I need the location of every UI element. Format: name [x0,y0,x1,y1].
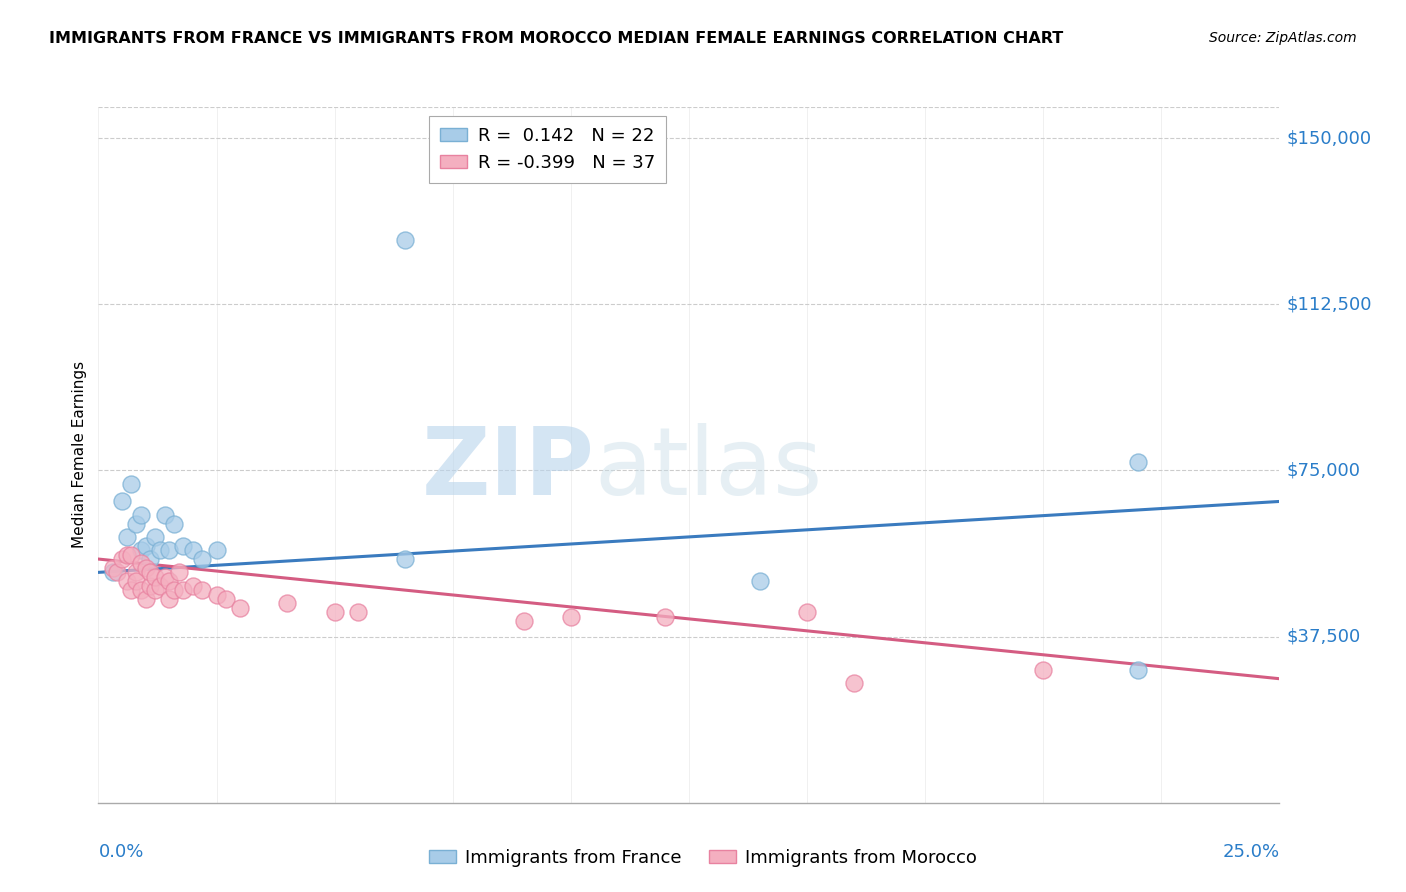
Y-axis label: Median Female Earnings: Median Female Earnings [72,361,87,549]
Point [153,570,176,584]
Point [191,552,214,566]
Point [153,508,176,522]
Point [796,605,818,619]
Text: 0.0%: 0.0% [98,843,143,861]
Point [115,548,138,562]
Point [1126,663,1149,677]
Text: IMMIGRANTS FROM FRANCE VS IMMIGRANTS FROM MOROCCO MEDIAN FEMALE EARNINGS CORRELA: IMMIGRANTS FROM FRANCE VS IMMIGRANTS FRO… [49,31,1063,46]
Point [121,548,143,562]
Point [139,566,162,580]
Point [121,476,143,491]
Point [654,609,676,624]
Point [181,579,204,593]
Point [157,591,180,606]
Point [394,233,416,247]
Point [205,587,228,601]
Point [276,596,298,610]
Point [135,591,157,606]
Point [172,539,194,553]
Point [115,530,138,544]
Point [125,566,148,580]
Text: 25.0%: 25.0% [1222,843,1279,861]
Point [143,530,166,544]
Point [157,543,180,558]
Point [394,552,416,566]
Text: $75,000: $75,000 [1286,461,1361,479]
Text: ZIP: ZIP [422,423,595,515]
Point [844,676,866,690]
Point [229,600,252,615]
Point [748,574,770,589]
Text: atlas: atlas [595,423,823,515]
Text: $37,500: $37,500 [1286,628,1361,646]
Point [125,516,148,531]
Point [121,583,143,598]
Point [135,561,157,575]
Point [347,605,370,619]
Point [181,543,204,558]
Point [143,583,166,598]
Point [111,494,134,508]
Point [129,557,152,571]
Legend: Immigrants from France, Immigrants from Morocco: Immigrants from France, Immigrants from … [422,842,984,874]
Point [105,566,128,580]
Point [111,552,134,566]
Point [172,583,194,598]
Point [129,508,152,522]
Point [560,609,582,624]
Text: Source: ZipAtlas.com: Source: ZipAtlas.com [1209,31,1357,45]
Point [139,552,162,566]
Point [205,543,228,558]
Point [139,579,162,593]
Point [143,570,166,584]
Text: $150,000: $150,000 [1286,129,1372,147]
Point [115,574,138,589]
Text: $112,500: $112,500 [1286,295,1372,313]
Point [323,605,346,619]
Point [101,566,124,580]
Point [149,543,172,558]
Point [129,543,152,558]
Point [512,614,534,628]
Point [215,591,238,606]
Point [167,566,190,580]
Point [125,574,148,589]
Point [191,583,214,598]
Point [1032,663,1054,677]
Point [157,574,180,589]
Point [101,561,124,575]
Point [149,579,172,593]
Point [1126,454,1149,468]
Point [129,583,152,598]
Point [163,516,186,531]
Point [163,583,186,598]
Point [135,539,157,553]
Legend: R =  0.142   N = 22, R = -0.399   N = 37: R = 0.142 N = 22, R = -0.399 N = 37 [429,116,665,183]
